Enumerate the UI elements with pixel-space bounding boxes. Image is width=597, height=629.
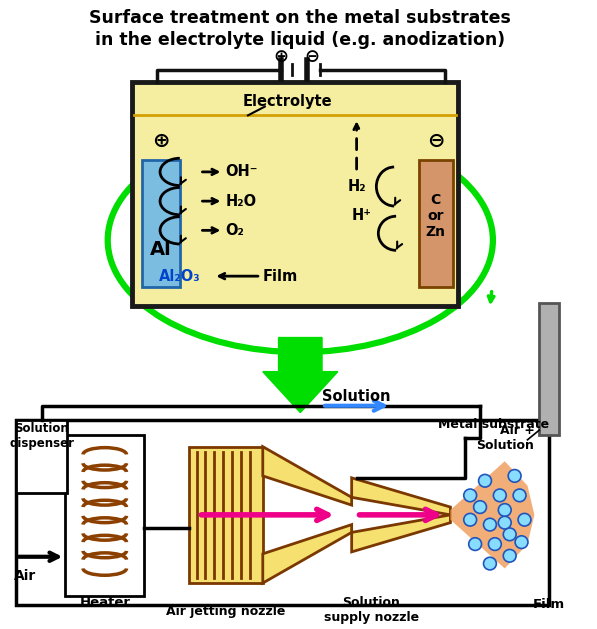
Circle shape: [493, 489, 506, 502]
Bar: [133, 82, 458, 306]
Text: C
or
Zn: C or Zn: [426, 192, 445, 239]
Circle shape: [484, 557, 496, 570]
Circle shape: [464, 489, 476, 502]
Polygon shape: [450, 461, 534, 569]
Text: Solution: Solution: [322, 389, 391, 404]
Circle shape: [488, 538, 501, 550]
Text: Metal substrate: Metal substrate: [438, 418, 549, 431]
Text: Electrolyte: Electrolyte: [242, 94, 333, 109]
Circle shape: [503, 528, 516, 541]
Circle shape: [508, 470, 521, 482]
Text: Film: Film: [263, 269, 298, 284]
Text: ⊕: ⊕: [273, 48, 288, 66]
Text: Film: Film: [533, 598, 565, 611]
Text: H₂O: H₂O: [225, 194, 256, 209]
Text: in the electrolyte liquid (e.g. anodization): in the electrolyte liquid (e.g. anodizat…: [96, 31, 506, 48]
Bar: [142, 160, 180, 287]
Circle shape: [513, 489, 526, 502]
Bar: [16, 420, 549, 606]
Polygon shape: [263, 447, 352, 505]
Text: Air +
Solution: Air + Solution: [476, 424, 534, 452]
Text: H⁺: H⁺: [352, 208, 371, 223]
Circle shape: [469, 538, 482, 550]
Circle shape: [479, 474, 491, 487]
Circle shape: [498, 504, 511, 516]
Text: Al: Al: [150, 240, 172, 259]
Text: Solution
supply nozzle: Solution supply nozzle: [324, 596, 419, 624]
Polygon shape: [352, 478, 450, 515]
Text: O₂: O₂: [225, 223, 244, 238]
Circle shape: [484, 518, 496, 531]
Text: Air: Air: [14, 569, 36, 583]
Polygon shape: [263, 525, 352, 583]
Polygon shape: [263, 338, 338, 413]
Circle shape: [515, 536, 528, 548]
Text: OH⁻: OH⁻: [225, 164, 258, 179]
Circle shape: [473, 501, 487, 513]
Text: ⊖: ⊖: [304, 48, 320, 66]
Polygon shape: [352, 515, 450, 552]
Circle shape: [464, 513, 476, 526]
Bar: [419, 160, 453, 287]
Text: Air jetting nozzle: Air jetting nozzle: [166, 606, 285, 618]
Circle shape: [503, 550, 516, 562]
Circle shape: [518, 513, 531, 526]
Text: Heater: Heater: [79, 596, 130, 609]
Bar: [189, 447, 263, 583]
Text: H₂: H₂: [347, 179, 366, 194]
Text: ⊖: ⊖: [427, 131, 444, 151]
Circle shape: [498, 516, 511, 529]
Bar: [16, 420, 67, 493]
Text: Solution
dispenser: Solution dispenser: [9, 422, 74, 450]
Bar: [65, 435, 144, 596]
Text: Surface treatment on the metal substrates: Surface treatment on the metal substrate…: [90, 9, 511, 27]
Bar: [539, 303, 559, 435]
Text: Al₂O₃: Al₂O₃: [159, 269, 201, 284]
Text: ⊕: ⊕: [152, 131, 170, 151]
